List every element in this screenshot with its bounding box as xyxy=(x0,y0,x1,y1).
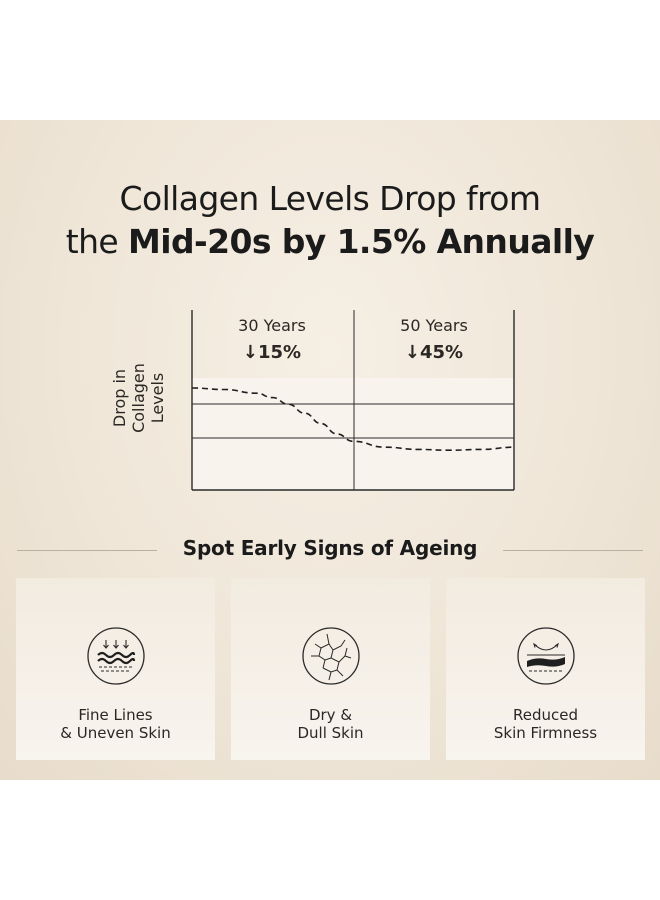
card-caption: Dry & Dull Skin xyxy=(231,706,430,742)
caption-line-2: Skin Firmness xyxy=(493,724,598,742)
headline-line-2: the Mid-20s by 1.5% Annually xyxy=(0,222,660,262)
card-caption: Fine Lines & Uneven Skin xyxy=(16,706,215,742)
headline-prefix: the xyxy=(65,222,129,261)
cracked-skin-icon xyxy=(302,627,360,685)
headline-emphasis: Mid-20s by 1.5% Annually xyxy=(128,222,595,261)
y-axis-label-line-2: Collagen Levels xyxy=(129,363,167,433)
period-label: 30 Years xyxy=(238,316,306,335)
headline-line-1: Collagen Levels Drop from xyxy=(119,179,542,218)
divider-left xyxy=(17,550,157,551)
plot-band xyxy=(192,378,514,490)
caption-line-1: Dry & xyxy=(308,706,353,724)
divider-right xyxy=(503,550,643,551)
caption-line-1: Reduced xyxy=(512,706,578,724)
y-axis-label-line-1: Drop in xyxy=(110,368,129,428)
collagen-drop-dashed-line xyxy=(191,387,515,452)
section-title: Spot Early Signs of Ageing xyxy=(182,536,478,560)
collagen-chart xyxy=(191,310,515,491)
caption-line-2: Dull Skin xyxy=(297,724,364,742)
period-30-years: 30 Years ↓15% xyxy=(197,316,347,363)
caption-line-2: & Uneven Skin xyxy=(60,724,171,742)
sign-card-firmness: Reduced Skin Firmness xyxy=(446,578,645,760)
y-axis-label: Drop in Collagen Levels xyxy=(110,338,167,458)
period-change: ↓45% xyxy=(404,342,464,363)
caption-line-1: Fine Lines xyxy=(78,706,153,724)
period-change: ↓15% xyxy=(242,342,302,363)
sign-card-dry-skin: Dry & Dull Skin xyxy=(231,578,430,760)
card-caption: Reduced Skin Firmness xyxy=(446,706,645,742)
period-label: 50 Years xyxy=(400,316,468,335)
sign-card-fine-lines: Fine Lines & Uneven Skin xyxy=(16,578,215,760)
period-50-years: 50 Years ↓45% xyxy=(359,316,509,363)
skin-firmness-icon xyxy=(517,627,575,685)
fine-lines-icon xyxy=(87,627,145,685)
